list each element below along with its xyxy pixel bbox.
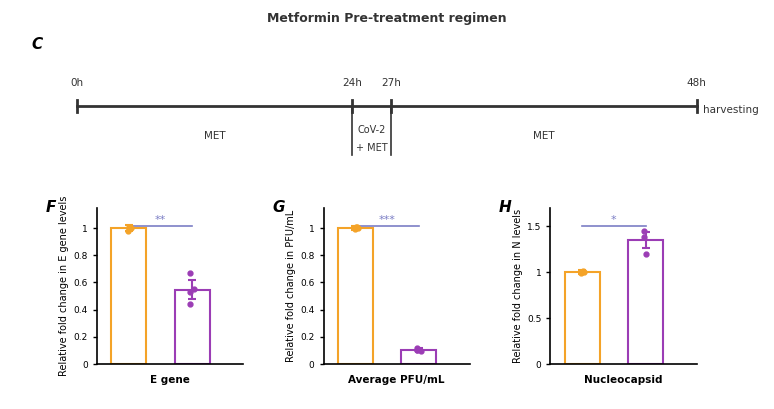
Text: 48h: 48h (687, 78, 707, 88)
Bar (111, 228, 146, 364)
Bar (564, 272, 600, 364)
Text: F: F (46, 200, 56, 215)
X-axis label: Nucleocapsid: Nucleocapsid (584, 375, 663, 385)
Text: CoV-2: CoV-2 (358, 125, 385, 135)
Text: ***: *** (378, 215, 396, 225)
Text: MET: MET (204, 131, 225, 141)
Text: C: C (31, 37, 43, 52)
Text: 0h: 0h (71, 78, 84, 88)
Text: + MET: + MET (356, 143, 387, 153)
Y-axis label: Relative fold change in E gene levels: Relative fold change in E gene levels (59, 196, 69, 376)
Legend: Vehicle, Metformin: Vehicle, Metformin (551, 407, 696, 409)
Bar (337, 228, 373, 364)
Text: Metformin Pre-treatment regimen: Metformin Pre-treatment regimen (267, 12, 507, 25)
Text: *: * (611, 215, 617, 225)
Y-axis label: Relative fold change in N levels: Relative fold change in N levels (512, 209, 522, 363)
Legend: Vehicle, Metformin: Vehicle, Metformin (98, 407, 242, 409)
X-axis label: Average PFU/mL: Average PFU/mL (348, 375, 445, 385)
Legend: Vehicle, Metformin: Vehicle, Metformin (324, 407, 469, 409)
Bar (175, 290, 210, 364)
Text: MET: MET (533, 131, 554, 141)
Text: H: H (499, 200, 512, 215)
Text: 27h: 27h (381, 78, 401, 88)
Text: G: G (272, 200, 285, 215)
Text: harvesting: harvesting (703, 106, 759, 115)
Bar (402, 350, 437, 364)
Bar (628, 240, 663, 364)
Y-axis label: Relative fold change in PFU/mL: Relative fold change in PFU/mL (286, 210, 296, 362)
X-axis label: E gene: E gene (150, 375, 190, 385)
Text: **: ** (155, 215, 166, 225)
Text: 24h: 24h (342, 78, 362, 88)
